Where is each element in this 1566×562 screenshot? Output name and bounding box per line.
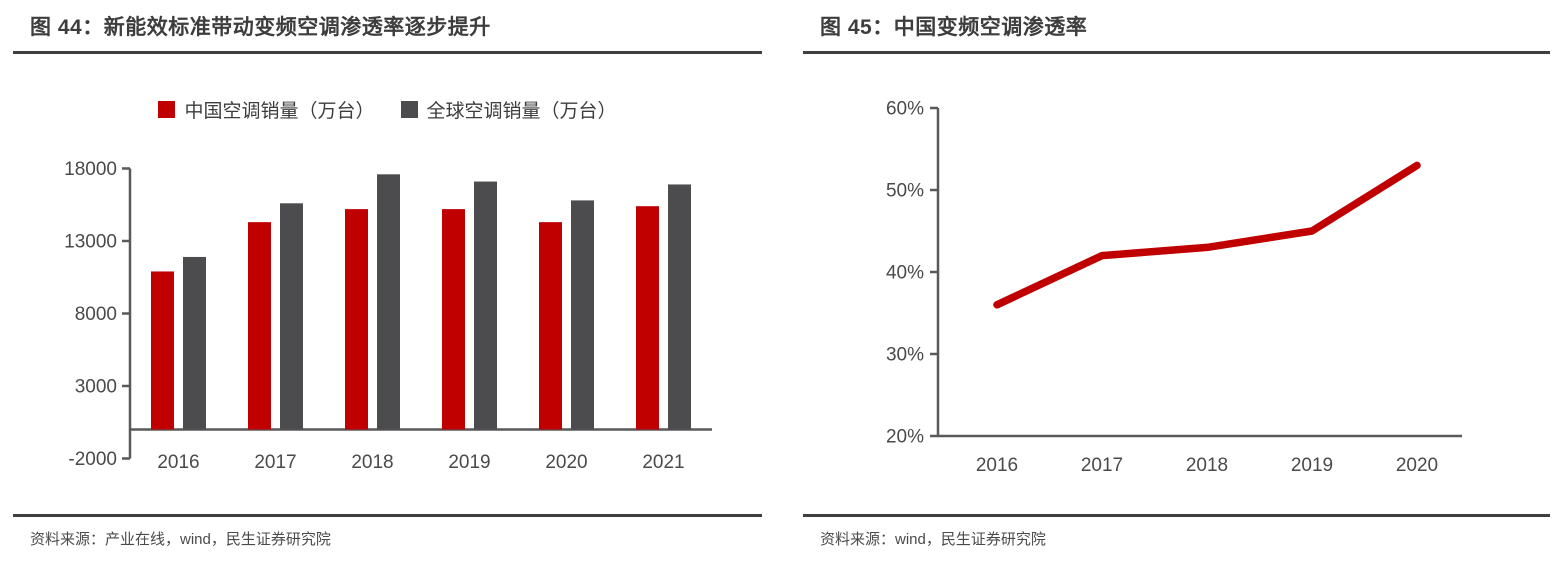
bar-2016-series-1 [183,256,206,430]
y-tick-label: 50% [886,181,924,202]
legend-item-0: 中国空调销量（万台） [158,96,375,123]
bar-2020-series-1 [571,200,594,430]
bar-2021-series-1 [668,184,691,430]
bar-2017-series-1 [280,203,303,430]
figure-44-title-divider [13,51,762,54]
figure-44-panel: 图 44：新能效标准带动变频空调渗透率逐步提升 中国空调销量（万台） 全球空调销量… [13,0,762,562]
x-tick-label: 2020 [1396,455,1438,476]
x-tick-label: 2019 [1291,455,1333,476]
trend-line [993,161,1421,309]
x-tick-label: 2019 [448,452,490,473]
x-tick-label: 2018 [351,452,393,473]
figure-44-title: 图 44：新能效标准带动变频空调渗透率逐步提升 [30,16,491,39]
bar-2021-series-0 [636,206,659,430]
x-tick-label: 2016 [157,452,199,473]
y-tick-label: 18000 [64,159,117,180]
x-tick-label: 2017 [1081,455,1123,476]
y-tick-label: 60% [886,99,924,120]
figure-44-source-divider [13,514,762,517]
x-tick-label: 2017 [254,452,296,473]
figure-45-title-divider [803,51,1550,54]
x-tick-label: 2020 [545,452,587,473]
y-tick-label: 30% [886,345,924,366]
bar-2017-series-0 [248,222,271,430]
bar-2016-series-0 [151,271,174,430]
legend-item-1: 全球空调销量（万台） [400,96,617,123]
figure-45-source: 资料来源：wind，民生证券研究院 [820,531,1046,548]
legend-swatch-icon [158,101,176,118]
x-tick-label: 2018 [1186,455,1228,476]
bar-2018-series-1 [377,174,400,430]
y-tick-label: 40% [886,263,924,284]
figure-45-source-divider [803,514,1550,517]
bar-chart-ac-sales: 18000 13000 8000 3000 -2000 2016 2017 2018 2019 2… [64,159,712,473]
legend-swatch-icon [400,101,418,118]
y-tick-label: 3000 [75,377,117,398]
figure-45-title: 图 45：中国变频空调渗透率 [820,16,1088,39]
x-tick-label: 2016 [976,455,1018,476]
y-tick-label: -2000 [68,449,117,470]
bar-2019-series-0 [442,209,465,430]
bar-2020-series-0 [539,222,562,430]
y-tick-label: 20% [886,427,924,448]
line-chart-inverter-penetration: 60% 50% 40% 30% 20% 2016 2017 2018 2019 2020 [886,99,1462,476]
figure-44-legend: 中国空调销量（万台） 全球空调销量（万台） [13,96,762,123]
legend-label: 全球空调销量（万台） [426,101,617,122]
x-tick-label: 2021 [642,452,684,473]
y-tick-label: 13000 [64,232,117,253]
figure-44-source: 资料来源：产业在线，wind，民生证券研究院 [30,531,331,548]
bar-2018-series-0 [345,209,368,430]
y-tick-label: 8000 [75,304,117,325]
figure-45-panel: 图 45：中国变频空调渗透率 60% 50% 40% 30% 20% 2016 2017 20… [803,0,1550,562]
legend-label: 中国空调销量（万台） [184,101,375,122]
bar-2019-series-1 [474,181,497,430]
